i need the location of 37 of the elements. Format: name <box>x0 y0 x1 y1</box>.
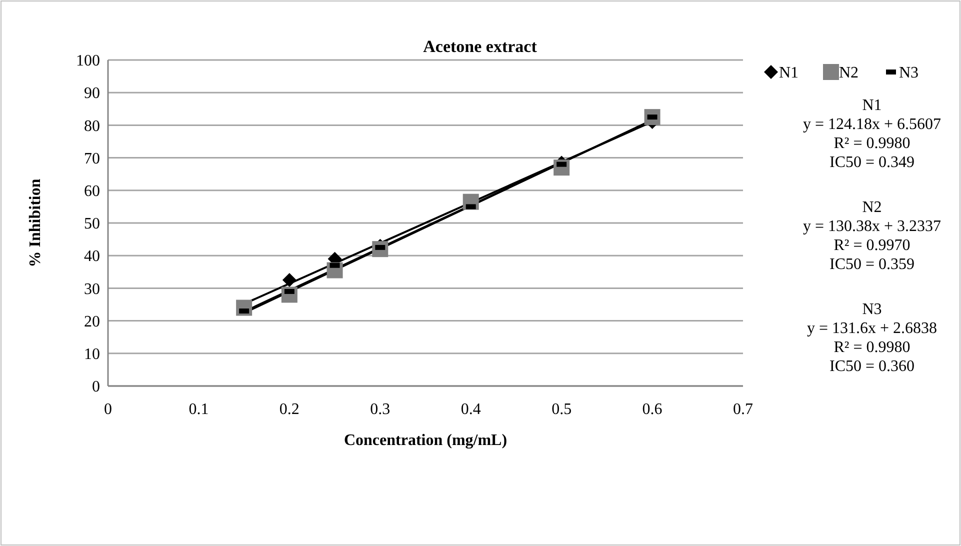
y-tick-label: 30 <box>84 280 100 298</box>
legend-label: N2 <box>839 64 859 82</box>
x-tick-label: 0.3 <box>370 401 390 418</box>
y-tick-label: 60 <box>84 183 100 200</box>
y-tick-label: 80 <box>84 118 100 135</box>
text: IC50 = 0.360 <box>829 358 915 375</box>
y-tick-label: 20 <box>84 313 100 330</box>
x-axis-title: Concentration (mg/mL) <box>344 432 508 449</box>
y-tick-label: 10 <box>84 346 100 363</box>
x-tick-label: 0.6 <box>642 401 662 418</box>
text: y = 130.38x + 3.2337 <box>802 218 942 235</box>
x-tick-label: 0 <box>104 401 112 418</box>
chart-title: Acetone extract <box>423 37 538 56</box>
x-tick-label: 0.7 <box>733 401 753 418</box>
y-tick-label: 70 <box>84 150 100 168</box>
text: IC50 = 0.359 <box>829 256 915 273</box>
x-tick-label: 0.4 <box>460 401 481 418</box>
y-axis-title: % Inhibition <box>27 178 44 268</box>
y-tick-label: 50 <box>84 216 100 233</box>
y-tick-label: 0 <box>92 378 100 396</box>
y-tick-label: 100 <box>76 52 100 70</box>
text: N3 <box>862 301 882 318</box>
text: N1 <box>862 97 882 114</box>
x-tick-label: 0.1 <box>188 401 209 418</box>
text: R² = 0.9980 <box>834 135 910 152</box>
text: y = 131.6x + 2.6838 <box>806 320 938 337</box>
legend-label: N3 <box>899 64 919 82</box>
text: N2 <box>862 199 882 216</box>
x-tick-label: 0.2 <box>279 401 300 418</box>
text: R² = 0.9980 <box>834 339 910 356</box>
text: y = 124.18x + 6.5607 <box>802 116 942 133</box>
text: IC50 = 0.349 <box>829 154 915 171</box>
legend-label: N1 <box>779 64 799 82</box>
text: R² = 0.9970 <box>834 237 910 254</box>
x-tick-label: 0.5 <box>552 401 572 418</box>
y-tick-label: 90 <box>84 85 100 102</box>
y-tick-label: 40 <box>84 248 100 266</box>
